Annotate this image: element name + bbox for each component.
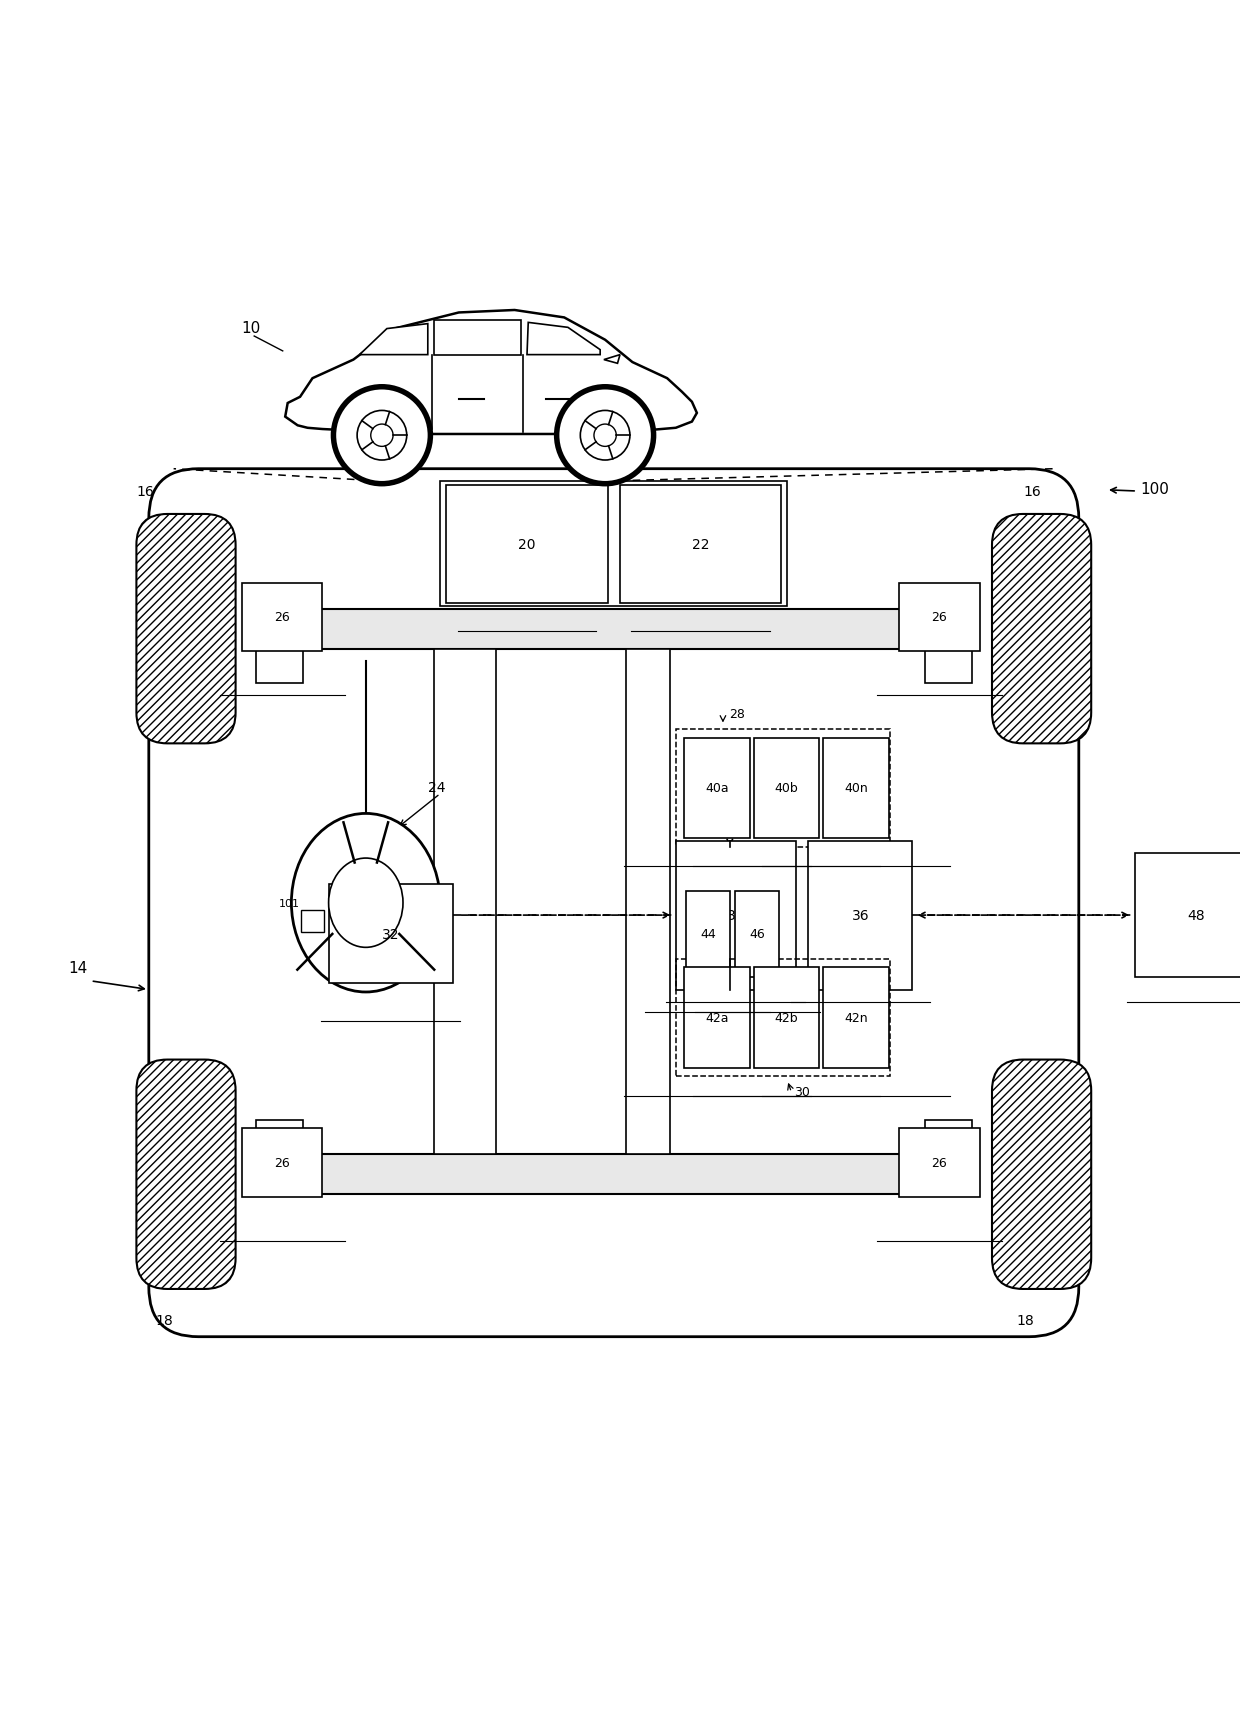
Bar	[686, 892, 730, 977]
Circle shape	[558, 390, 652, 483]
Bar	[735, 892, 780, 977]
Circle shape	[357, 410, 407, 461]
Text: 32: 32	[382, 927, 399, 940]
Text: 48: 48	[1188, 909, 1205, 923]
Text: 26: 26	[274, 611, 290, 624]
Text: 42b: 42b	[775, 1011, 799, 1024]
Bar	[676, 842, 796, 991]
Text: 14: 14	[68, 961, 88, 975]
Polygon shape	[285, 310, 697, 435]
Text: 100: 100	[1141, 481, 1169, 497]
Bar	[925, 610, 972, 684]
Text: 22: 22	[692, 537, 709, 551]
Text: 34: 34	[727, 909, 744, 923]
Text: 26: 26	[931, 611, 947, 624]
Bar	[1135, 854, 1240, 977]
Bar	[684, 968, 750, 1069]
Bar	[899, 584, 980, 651]
Bar	[754, 738, 820, 838]
Polygon shape	[360, 324, 428, 355]
Text: 42n: 42n	[844, 1011, 868, 1024]
Polygon shape	[434, 320, 521, 355]
Bar	[440, 481, 787, 606]
FancyBboxPatch shape	[136, 514, 236, 745]
Bar	[626, 650, 670, 1155]
Text: 26: 26	[931, 1157, 947, 1169]
Text: 101: 101	[279, 899, 300, 909]
Bar	[676, 729, 890, 847]
Bar	[620, 485, 781, 603]
Text: 10: 10	[242, 320, 262, 336]
Polygon shape	[604, 355, 620, 364]
Text: 36: 36	[852, 909, 869, 923]
Bar	[754, 968, 820, 1069]
Bar	[242, 1129, 322, 1197]
Text: 18: 18	[1017, 1313, 1034, 1327]
Bar	[808, 842, 913, 991]
Ellipse shape	[329, 859, 403, 947]
Bar	[242, 584, 322, 651]
Bar	[925, 1121, 972, 1195]
Text: 28: 28	[729, 707, 745, 721]
Circle shape	[335, 390, 429, 483]
Text: 30: 30	[794, 1086, 810, 1098]
Text: 40b: 40b	[775, 783, 799, 795]
Text: 40n: 40n	[844, 783, 868, 795]
Bar	[255, 1121, 303, 1195]
Bar	[255, 610, 303, 684]
Text: 40a: 40a	[706, 783, 729, 795]
Bar	[823, 968, 889, 1069]
Text: 24: 24	[428, 781, 445, 795]
Text: 44: 44	[701, 928, 715, 940]
Text: 16: 16	[1023, 485, 1040, 499]
Text: 16: 16	[136, 485, 154, 499]
Bar	[899, 1129, 980, 1197]
Circle shape	[580, 410, 630, 461]
Bar	[676, 960, 890, 1077]
Bar	[329, 885, 453, 984]
Text: 18: 18	[155, 1313, 172, 1327]
Bar	[823, 738, 889, 838]
Bar	[260, 1155, 967, 1195]
Circle shape	[371, 424, 393, 447]
Polygon shape	[527, 324, 600, 355]
Ellipse shape	[291, 814, 440, 992]
Text: 42a: 42a	[706, 1011, 729, 1024]
Bar	[446, 485, 608, 603]
FancyBboxPatch shape	[992, 514, 1091, 745]
FancyBboxPatch shape	[136, 1060, 236, 1289]
FancyBboxPatch shape	[992, 1060, 1091, 1289]
Bar	[434, 650, 496, 1155]
Circle shape	[594, 424, 616, 447]
Text: 46: 46	[749, 928, 765, 940]
Bar	[301, 911, 324, 934]
Bar	[684, 738, 750, 838]
Text: 26: 26	[274, 1157, 290, 1169]
Bar	[260, 610, 967, 650]
Text: 20: 20	[518, 537, 536, 551]
FancyBboxPatch shape	[149, 469, 1079, 1337]
